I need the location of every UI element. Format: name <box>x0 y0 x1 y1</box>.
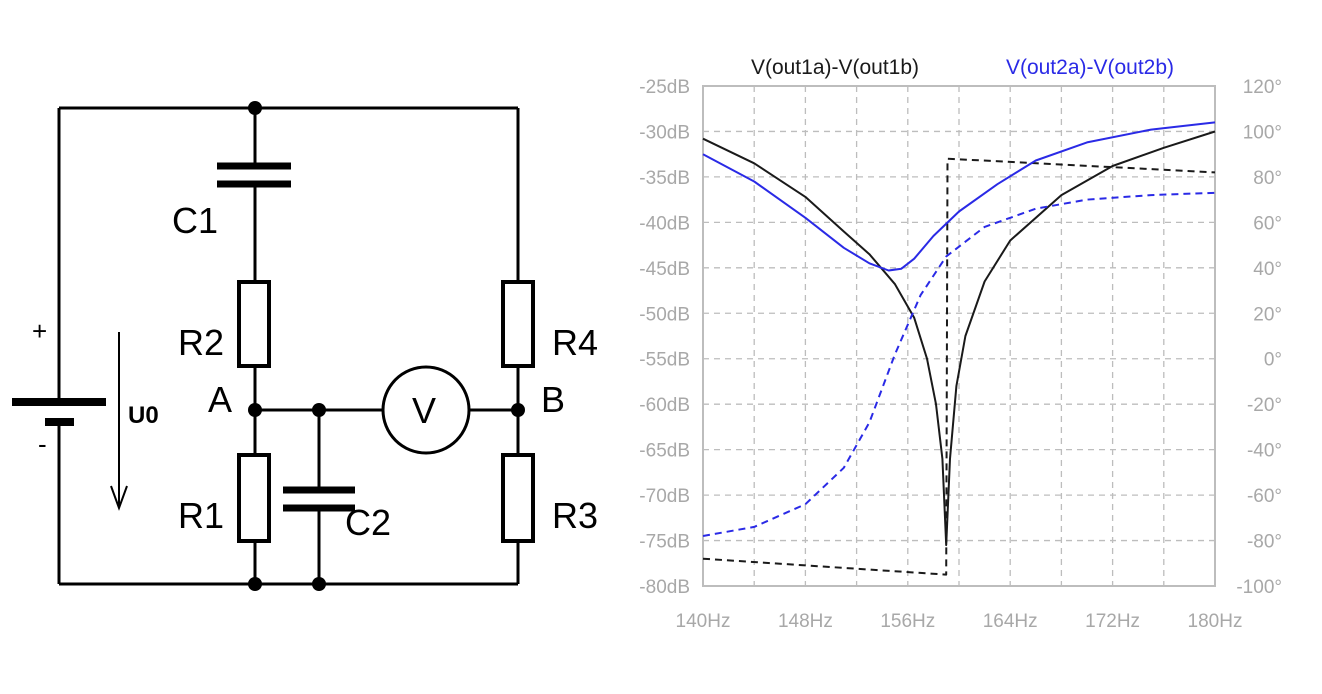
y-right-tick-label: -100° <box>1236 577 1282 598</box>
source-label: U0 <box>128 402 159 429</box>
r1-resistor <box>237 453 271 543</box>
x-tick-label: 164Hz <box>983 611 1038 632</box>
series-line-v-out2a-v-out2b-phase <box>702 191 1216 537</box>
y-right-tick-label: 20° <box>1253 304 1282 325</box>
y-left-tick-label: -25dB <box>639 77 690 98</box>
y-left-tick-label: -60dB <box>639 395 690 416</box>
y-right-tick-label: 100° <box>1243 122 1282 143</box>
r2-label: R2 <box>178 322 224 363</box>
y-right-tick-label: 40° <box>1253 259 1282 280</box>
plot-series <box>702 121 1216 576</box>
junction-dot-a <box>248 403 262 417</box>
junction-dot <box>248 577 262 591</box>
legend-series-2: V(out2a)-V(out2b) <box>1006 56 1174 79</box>
y-left-tick-label: -30dB <box>639 122 690 143</box>
c1-gap <box>230 168 280 184</box>
y-right-tick-label: 60° <box>1253 213 1282 234</box>
junction-dot <box>248 101 262 115</box>
y-right-tick-label: 80° <box>1253 168 1282 189</box>
x-tick-label: 148Hz <box>778 611 833 632</box>
r3-label: R3 <box>552 495 598 536</box>
y-left-tick-label: -45dB <box>639 259 690 280</box>
plus-sign: + <box>32 316 47 346</box>
voltage-arrow-head-icon <box>110 485 128 511</box>
y-left-axis-ticks: -25dB -30dB -35dB -40dB -45dB -50dB -55dB -60dB… <box>639 77 690 598</box>
y-right-tick-label: 120° <box>1243 77 1282 98</box>
voltmeter-icon <box>381 365 471 455</box>
x-tick-label: 140Hz <box>676 611 731 632</box>
junction-dot <box>312 403 326 417</box>
minus-sign: - <box>38 429 47 459</box>
r4-label: R4 <box>552 322 598 363</box>
c2-label: C2 <box>345 502 391 543</box>
y-right-tick-label: -40° <box>1247 441 1282 462</box>
r3-resistor <box>501 453 535 543</box>
y-left-tick-label: -35dB <box>639 168 690 189</box>
r2-resistor <box>237 280 271 368</box>
c1-label: C1 <box>172 200 218 241</box>
y-left-tick-label: -75dB <box>639 532 690 553</box>
r1-label: R1 <box>178 495 224 536</box>
node-a-label: A <box>208 379 232 420</box>
c2-gap <box>292 492 346 508</box>
y-left-tick-label: -40dB <box>639 213 690 234</box>
series-line-v-out1a-v-out1b-phase <box>702 157 1216 576</box>
plot-frame <box>702 85 1216 587</box>
y-right-tick-label: -80° <box>1247 532 1282 553</box>
legend-series-1: V(out1a)-V(out1b) <box>751 56 919 79</box>
y-left-tick-label: -50dB <box>639 304 690 325</box>
junction-dot <box>312 577 326 591</box>
series-line-v-out1a-v-out1b- <box>702 130 1216 547</box>
x-tick-label: 172Hz <box>1085 611 1140 632</box>
y-right-tick-label: 0° <box>1264 350 1282 371</box>
x-axis-ticks: 140Hz 148Hz 156Hz 164Hz 172Hz 180Hz <box>676 611 1243 632</box>
series-line-v-out2a-v-out2b- <box>702 121 1216 272</box>
x-tick-label: 180Hz <box>1188 611 1243 632</box>
y-right-tick-label: -20° <box>1247 395 1282 416</box>
y-left-tick-label: -70dB <box>639 486 690 507</box>
plot-grid <box>703 86 1215 586</box>
bode-plot: 140Hz 148Hz 156Hz 164Hz 172Hz 180Hz -25dB -30d… <box>639 56 1282 632</box>
r4-resistor <box>501 280 535 368</box>
y-right-tick-label: -60° <box>1247 486 1282 507</box>
node-b-label: B <box>541 379 565 420</box>
y-left-tick-label: -55dB <box>639 350 690 371</box>
circuit-diagram: C1 C2 R2 R1 R4 R3 A B V U0 + - <box>12 101 598 591</box>
y-left-tick-label: -80dB <box>639 577 690 598</box>
x-tick-label: 156Hz <box>880 611 935 632</box>
y-right-axis-ticks: 120° 100° 80° 60° 40° 20° 0° -20° -40° -60° -80° -1… <box>1236 77 1282 598</box>
y-left-tick-label: -65dB <box>639 441 690 462</box>
junction-dot-b <box>511 403 525 417</box>
voltmeter-label: V <box>412 390 436 431</box>
